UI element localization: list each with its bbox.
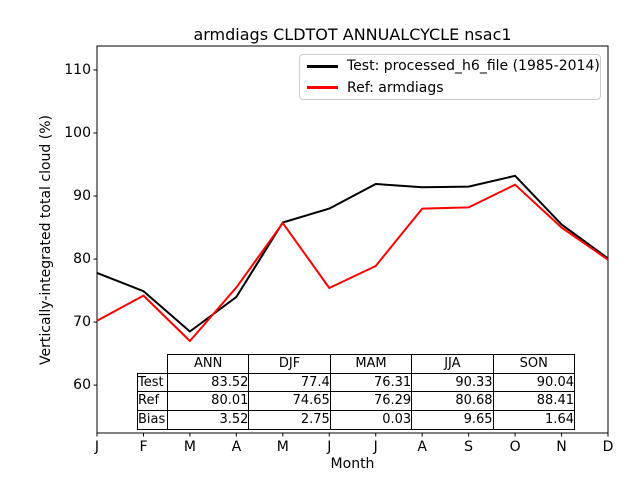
test-line (96, 174, 609, 333)
x-tick-label: D (602, 439, 614, 455)
table-cell: 76.29 (329, 391, 413, 412)
x-tick-label: F (139, 439, 148, 455)
x-tick-label: J (94, 439, 100, 455)
x-tick-label: A (231, 439, 242, 455)
row-label-test: Test (137, 372, 168, 393)
x-tick-label: N (556, 439, 567, 455)
table-cell: 90.04 (492, 372, 576, 393)
table-cell: 1.64 (492, 410, 576, 430)
table-cell: 80.68 (411, 391, 494, 412)
col-header-jja: JJA (411, 354, 494, 374)
y-tick-label: 70 (73, 314, 91, 331)
table-cell: 74.65 (248, 391, 331, 412)
col-header-mam: MAM (329, 354, 413, 374)
axis-tick-marks (93, 69, 609, 437)
row-label-ref: Ref (137, 391, 168, 412)
col-header-djf: DJF (248, 354, 331, 374)
x-axis-label: Month (330, 456, 375, 472)
legend-item-test: Test: processed_h6_file (1985-2014) (307, 57, 600, 76)
chart-title: armdiags CLDTOT ANNUALCYCLE nsac1 (193, 25, 512, 44)
x-tick-label: O (509, 439, 521, 455)
row-label-bias: Bias (137, 410, 168, 430)
table-cell: 2.75 (248, 410, 331, 430)
table-row-bias: Bias 3.52 2.75 0.03 9.65 1.64 (137, 410, 576, 430)
plot-area (96, 45, 609, 434)
legend-item-ref: Ref: armdiags (307, 79, 593, 98)
table-corner-blank (138, 355, 168, 374)
x-tick-label: J (373, 439, 378, 455)
table-cell: 80.01 (166, 391, 250, 412)
table-row-ref: Ref 80.01 74.65 76.29 80.68 88.41 (137, 391, 576, 412)
table-cell: 88.41 (492, 391, 576, 412)
ref-line (96, 183, 609, 342)
legend-label-ref: Ref: armdiags (347, 79, 444, 96)
x-tick-label: M (276, 439, 289, 455)
seasonal-stats-table: ANN DJF MAM JJA SON Test 83.52 77.4 76.3… (137, 354, 576, 430)
table-cell: 3.52 (166, 410, 250, 430)
table-cell: 83.52 (166, 372, 250, 393)
table-cell: 0.03 (329, 410, 413, 430)
table-row-test: Test 83.52 77.4 76.31 90.33 90.04 (137, 372, 576, 393)
y-tick-label: 100 (64, 125, 91, 141)
y-tick-label: 90 (73, 188, 91, 204)
table-cell: 76.31 (329, 372, 413, 393)
y-tick-label: 110 (64, 62, 91, 78)
legend: Test: processed_h6_file (1985-2014) Ref:… (299, 54, 601, 100)
table-cell: 90.33 (411, 372, 494, 393)
x-tick-label: A (417, 439, 427, 455)
table-cell: 77.4 (248, 372, 331, 393)
col-header-son: SON (492, 354, 576, 374)
y-tick-label: 80 (73, 251, 91, 267)
test-line-swatch (307, 64, 338, 68)
col-header-ann: ANN (166, 354, 250, 374)
table-cell: 9.65 (411, 410, 494, 430)
x-tick-label: J (327, 439, 332, 455)
x-tick-label: S (464, 439, 474, 455)
y-tick-label: 60 (73, 377, 91, 394)
table-header-row: ANN DJF MAM JJA SON (138, 354, 576, 374)
legend-label-test: Test: processed_h6_file (1985-2014) (347, 58, 600, 75)
x-tick-label: M (183, 439, 196, 455)
ref-line-swatch (307, 86, 338, 90)
